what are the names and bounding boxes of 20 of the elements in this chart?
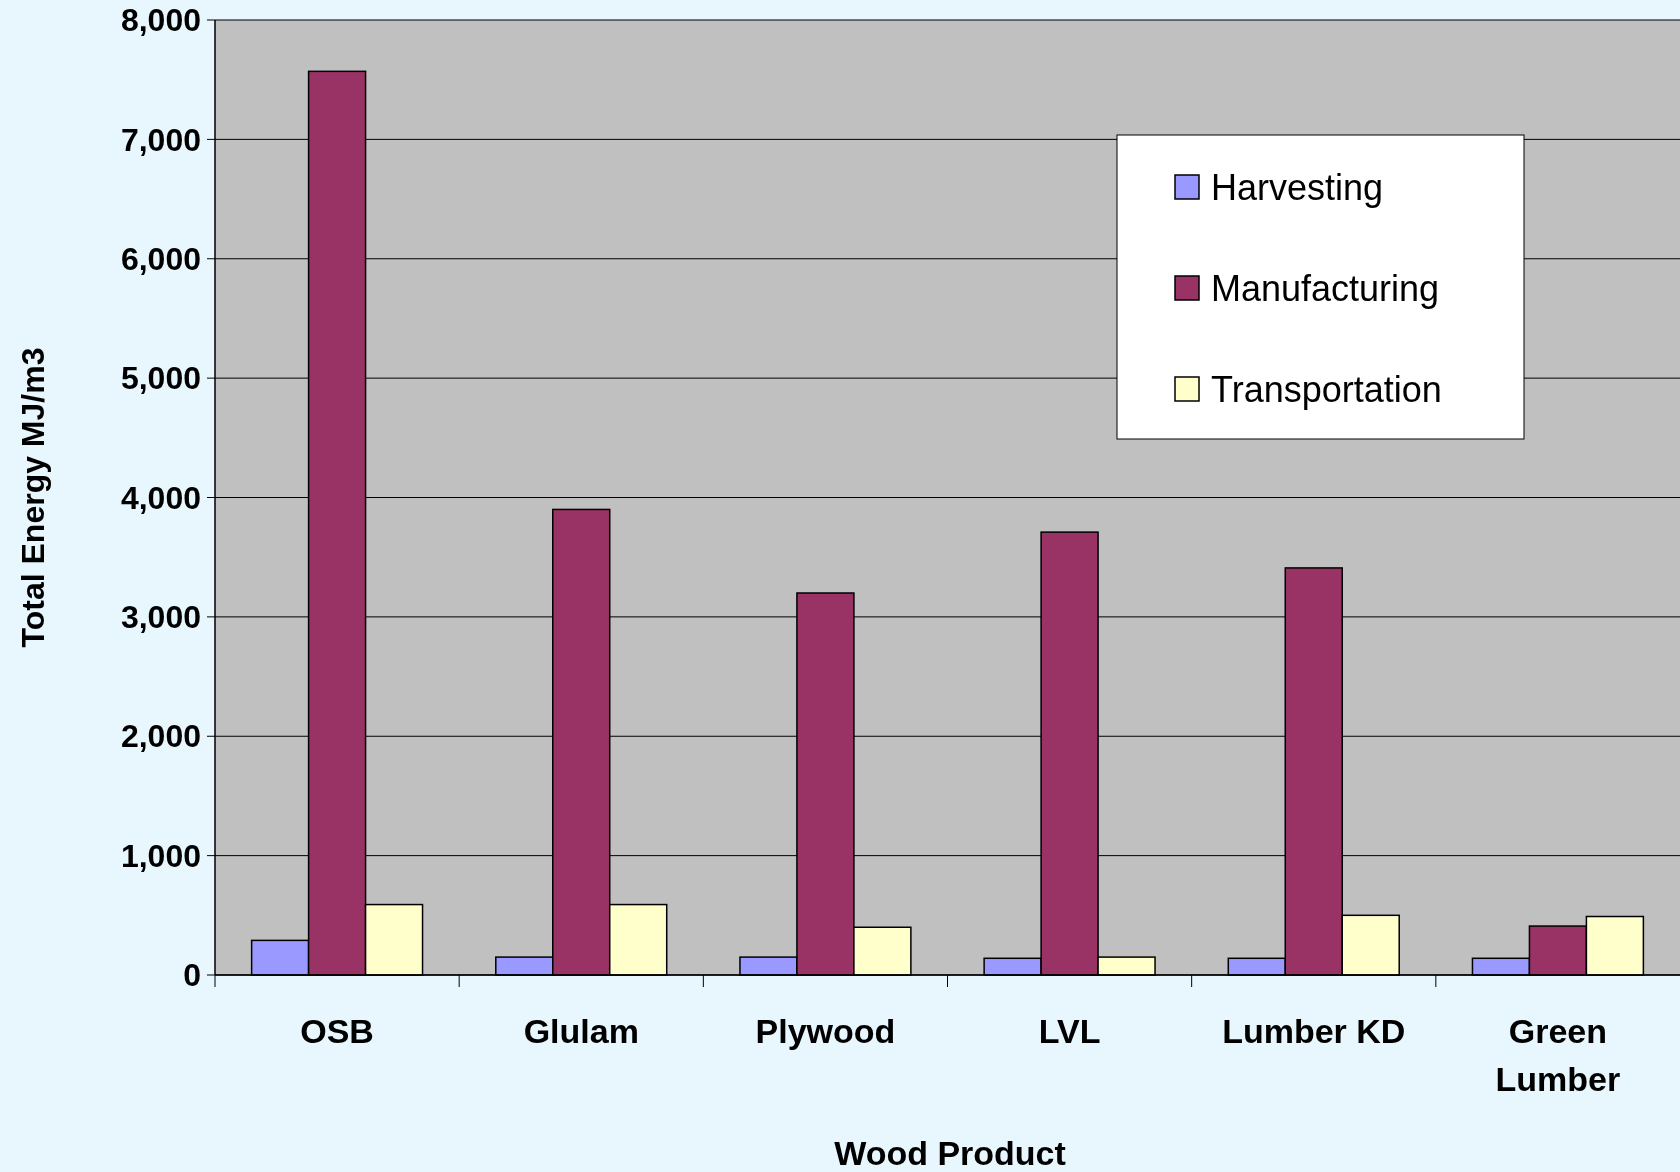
x-tick-label: Plywood — [755, 1012, 896, 1050]
y-axis-title: Total Energy MJ/m3 — [15, 347, 51, 648]
x-axis-title: Wood Product — [834, 1134, 1066, 1172]
x-tick-label: Glulam — [523, 1012, 639, 1050]
y-tick-label: 0 — [183, 957, 201, 994]
x-tick-label: OSB — [300, 1012, 374, 1050]
y-tick-label: 1,000 — [120, 837, 201, 874]
legend-label: Manufacturing — [1211, 267, 1440, 309]
legend-label: Harvesting — [1211, 166, 1384, 208]
y-tick-label: 5,000 — [120, 360, 201, 397]
legend-label: Transportation — [1211, 368, 1442, 410]
x-tick-label: Green Lumber — [1495, 1012, 1621, 1098]
y-tick-label: 4,000 — [120, 479, 201, 516]
y-tick-label: 8,000 — [120, 2, 201, 39]
y-tick-label: 6,000 — [120, 240, 201, 277]
y-tick-label: 3,000 — [120, 599, 201, 636]
y-tick-label: 7,000 — [120, 121, 201, 158]
x-tick-label: LVL — [1038, 1012, 1101, 1050]
x-tick-label: Lumber KD — [1222, 1012, 1406, 1050]
y-tick-label: 2,000 — [120, 718, 201, 755]
